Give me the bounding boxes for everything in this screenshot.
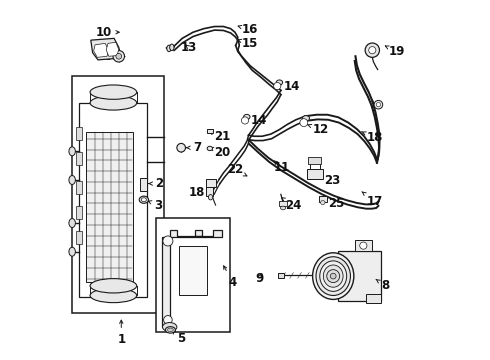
Ellipse shape [376,103,381,107]
Bar [338,251,381,301]
Bar [205,187,214,196]
Ellipse shape [274,82,281,90]
Bar [319,197,327,202]
Text: 18: 18 [189,186,211,199]
Ellipse shape [313,253,354,300]
Text: 25: 25 [322,197,344,210]
Bar [79,103,147,297]
Bar [156,218,230,332]
Ellipse shape [320,201,325,205]
Text: 14: 14 [278,80,300,93]
Text: 7: 7 [187,141,201,154]
Ellipse shape [177,143,186,152]
Polygon shape [162,230,221,327]
Ellipse shape [242,117,248,124]
Ellipse shape [323,265,343,287]
Text: 2: 2 [149,177,163,190]
Ellipse shape [374,100,383,109]
Text: 21: 21 [209,130,231,143]
Ellipse shape [163,236,173,246]
Text: 8: 8 [376,279,390,292]
Ellipse shape [320,261,346,291]
Ellipse shape [302,116,310,121]
Text: 11: 11 [274,161,290,174]
Ellipse shape [90,288,137,303]
Text: 13: 13 [180,41,196,54]
Bar [179,246,207,295]
Ellipse shape [280,206,286,210]
Ellipse shape [164,316,172,324]
Ellipse shape [207,146,213,150]
Text: 22: 22 [227,163,247,176]
Bar [308,157,320,164]
Ellipse shape [69,247,75,256]
Polygon shape [106,42,119,56]
Ellipse shape [90,96,137,110]
Bar [76,206,82,219]
Ellipse shape [163,323,177,332]
Bar [207,129,214,134]
Text: 17: 17 [362,192,383,208]
Bar [205,179,216,187]
Bar [307,168,323,179]
Text: 23: 23 [318,174,340,187]
Text: 14: 14 [245,114,267,127]
Bar [76,231,82,244]
Bar [140,178,147,192]
Ellipse shape [166,327,175,333]
Ellipse shape [170,44,174,50]
Ellipse shape [69,147,75,156]
Text: 15: 15 [238,37,258,50]
Ellipse shape [330,273,336,279]
Text: 9: 9 [255,272,264,285]
Polygon shape [91,39,122,60]
Ellipse shape [208,194,213,200]
Ellipse shape [300,119,308,127]
Ellipse shape [168,328,173,332]
Ellipse shape [141,198,147,202]
Text: 1: 1 [117,320,125,346]
Text: 5: 5 [172,330,185,345]
Ellipse shape [69,219,75,228]
Text: 19: 19 [385,45,405,58]
Ellipse shape [113,50,124,62]
Text: 20: 20 [210,145,231,158]
Bar [76,152,82,165]
Text: 16: 16 [238,23,258,36]
Ellipse shape [167,45,171,51]
Ellipse shape [360,242,367,249]
Polygon shape [94,43,109,57]
Text: 24: 24 [282,198,301,212]
Ellipse shape [316,257,350,296]
Bar [87,132,133,282]
Text: 6: 6 [103,50,118,63]
Text: 3: 3 [148,199,163,212]
Text: 18: 18 [362,131,383,144]
Bar [72,76,164,313]
Ellipse shape [90,85,137,99]
Bar [279,201,287,206]
Ellipse shape [116,53,122,59]
Text: 12: 12 [308,123,329,136]
Text: 10: 10 [96,26,119,39]
Ellipse shape [244,114,250,120]
Bar [366,294,381,303]
Ellipse shape [90,279,137,293]
Ellipse shape [69,176,75,184]
Ellipse shape [368,46,376,54]
Text: 4: 4 [223,266,237,289]
Ellipse shape [276,80,283,85]
Bar [76,181,82,194]
Ellipse shape [327,270,340,283]
Ellipse shape [365,43,379,57]
Bar [355,240,371,251]
Ellipse shape [139,196,148,203]
Bar [76,127,82,140]
Bar [278,273,284,278]
